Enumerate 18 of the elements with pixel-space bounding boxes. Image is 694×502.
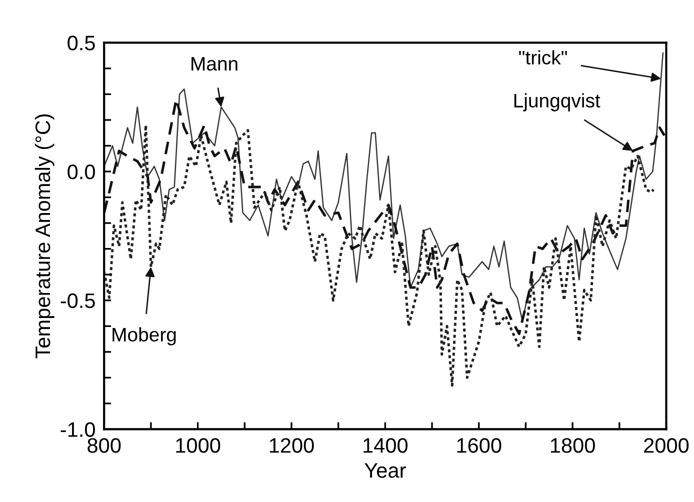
x-tick-label: 1000 (176, 438, 220, 453)
y-tick-label: -1.0 (60, 422, 95, 437)
annotation: Ljungqvist (514, 93, 600, 112)
line-series (104, 124, 655, 387)
y-axis-title: Temperature Anomaly (°C) (34, 114, 54, 358)
y-tick-label: -0.5 (60, 293, 95, 308)
x-tick-label: 800 (88, 438, 121, 453)
y-tick-label: 0.5 (68, 36, 95, 50)
y-tick-label: 0.0 (68, 164, 95, 180)
x-tick-label: 1800 (550, 438, 595, 453)
annotation: "trick" (519, 50, 567, 65)
x-axis-title: Year (364, 463, 406, 478)
x-tick-label: 1200 (270, 438, 314, 453)
x-tick-label: 2000 (644, 438, 689, 453)
annotation: Mann (192, 57, 238, 71)
x-tick-label: 1400 (364, 438, 408, 453)
x-tick-label: 1600 (457, 438, 502, 453)
annotation: Moberg (112, 327, 176, 346)
